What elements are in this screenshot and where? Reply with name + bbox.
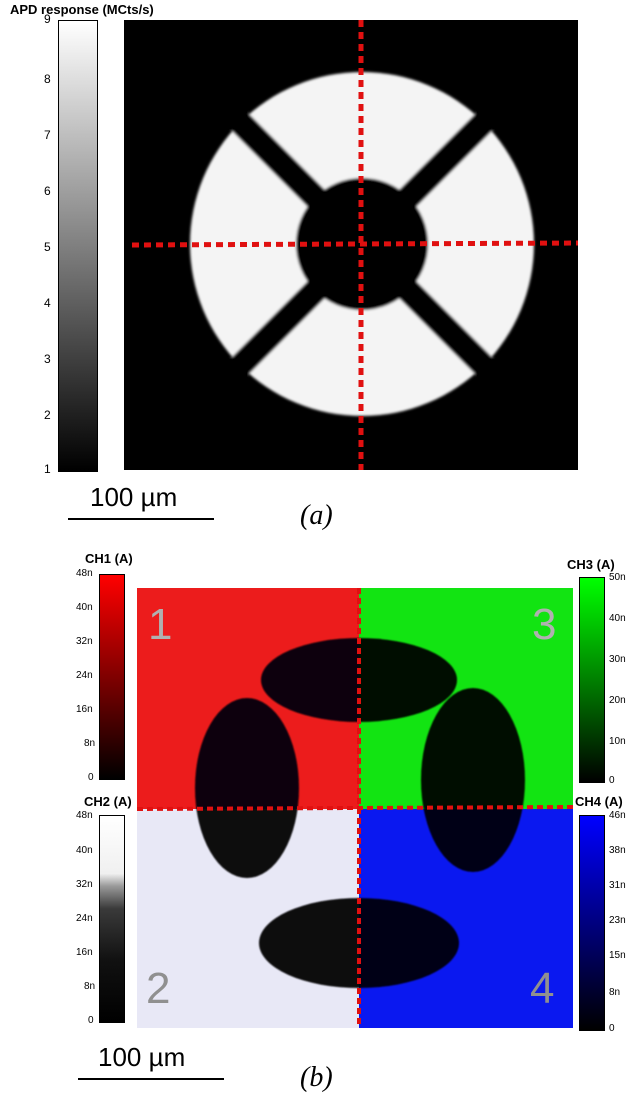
panel-a-colorbar-title: APD response (MCts/s) xyxy=(10,2,154,17)
colorbar-tick: 1 xyxy=(44,462,51,476)
colorbar-tick: 7 xyxy=(44,128,51,142)
colorbar-tick: 10n xyxy=(609,736,626,747)
ch3-colorbar-title: CH3 (A) xyxy=(567,557,615,572)
ch4-colorbar-title: CH4 (A) xyxy=(575,794,623,809)
panel-a-scale-bar xyxy=(68,518,214,520)
quadrant-label-2: 2 xyxy=(146,964,171,1013)
colorbar-tick: 15n xyxy=(609,950,626,961)
colorbar-tick: 40n xyxy=(76,602,93,613)
panel-a-caption: (a) xyxy=(300,500,333,531)
ch4-colorbar xyxy=(579,815,605,1031)
colorbar-tick: 31n xyxy=(609,880,626,891)
colorbar-tick: 4 xyxy=(44,296,51,310)
colorbar-tick: 48n xyxy=(76,568,93,579)
colorbar-tick: 30n xyxy=(609,654,626,665)
ch3-colorbar xyxy=(579,577,605,783)
panel-b-scale-label: 100 µm xyxy=(98,1042,186,1072)
quadrant-label-3: 3 xyxy=(532,600,557,649)
colorbar-tick: 20n xyxy=(609,695,626,706)
quadrant-label-4: 4 xyxy=(530,964,555,1013)
colorbar-tick: 8n xyxy=(84,981,96,992)
ch2-colorbar xyxy=(99,815,125,1023)
colorbar-tick: 32n xyxy=(76,636,93,647)
colorbar-tick: 23n xyxy=(609,915,626,926)
colorbar-tick: 0 xyxy=(609,1023,615,1034)
panel-a-image xyxy=(124,20,579,470)
colorbar-tick: 16n xyxy=(76,947,93,958)
colorbar-tick: 40n xyxy=(609,613,626,624)
quadrant-label-1: 1 xyxy=(148,600,173,649)
colorbar-tick: 16n xyxy=(76,704,93,715)
panel-b-scale-bar xyxy=(78,1078,224,1080)
colorbar-tick: 3 xyxy=(44,352,51,366)
ch1-colorbar-title: CH1 (A) xyxy=(85,551,133,566)
panel-a-colorbar xyxy=(58,20,98,472)
colorbar-tick: 0 xyxy=(609,775,615,786)
panel-a-scale-label: 100 µm xyxy=(90,482,178,512)
colorbar-tick: 5 xyxy=(44,240,51,254)
colorbar-tick: 38n xyxy=(609,845,626,856)
colorbar-tick: 24n xyxy=(76,913,93,924)
ch2-colorbar-title: CH2 (A) xyxy=(84,794,132,809)
colorbar-tick: 8n xyxy=(609,987,621,998)
colorbar-tick: 24n xyxy=(76,670,93,681)
colorbar-tick: 48n xyxy=(76,810,93,821)
colorbar-tick: 0 xyxy=(88,1015,94,1026)
colorbar-tick: 9 xyxy=(44,12,51,26)
colorbar-tick: 8 xyxy=(44,72,51,86)
panel-b-quadrant-image xyxy=(136,588,574,1028)
colorbar-tick: 50n xyxy=(609,572,626,583)
panel-b-caption: (b) xyxy=(300,1062,333,1093)
colorbar-tick: 2 xyxy=(44,408,51,422)
colorbar-tick: 8n xyxy=(84,738,96,749)
ch1-colorbar xyxy=(99,574,125,780)
colorbar-tick: 32n xyxy=(76,879,93,890)
colorbar-tick: 40n xyxy=(76,845,93,856)
colorbar-tick: 6 xyxy=(44,184,51,198)
colorbar-tick: 46n xyxy=(609,810,626,821)
colorbar-tick: 0 xyxy=(88,772,94,783)
